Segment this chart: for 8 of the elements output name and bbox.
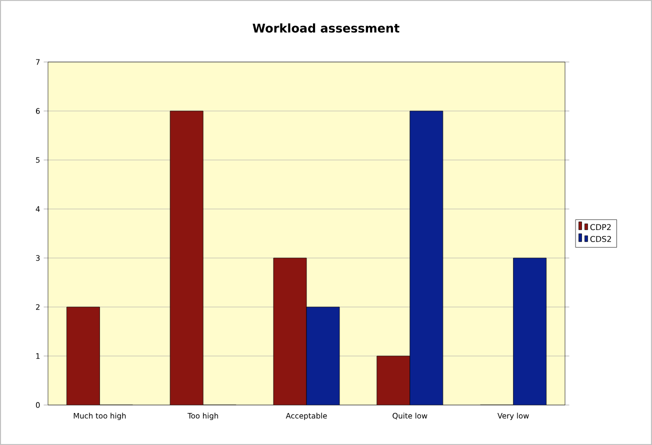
bar <box>410 110 444 405</box>
bar <box>274 258 307 405</box>
bar <box>306 307 340 405</box>
bar <box>170 110 204 405</box>
bar <box>66 306 100 405</box>
bar <box>513 258 547 405</box>
chart-title: Workload assessment <box>252 23 400 33</box>
bar <box>376 356 410 405</box>
